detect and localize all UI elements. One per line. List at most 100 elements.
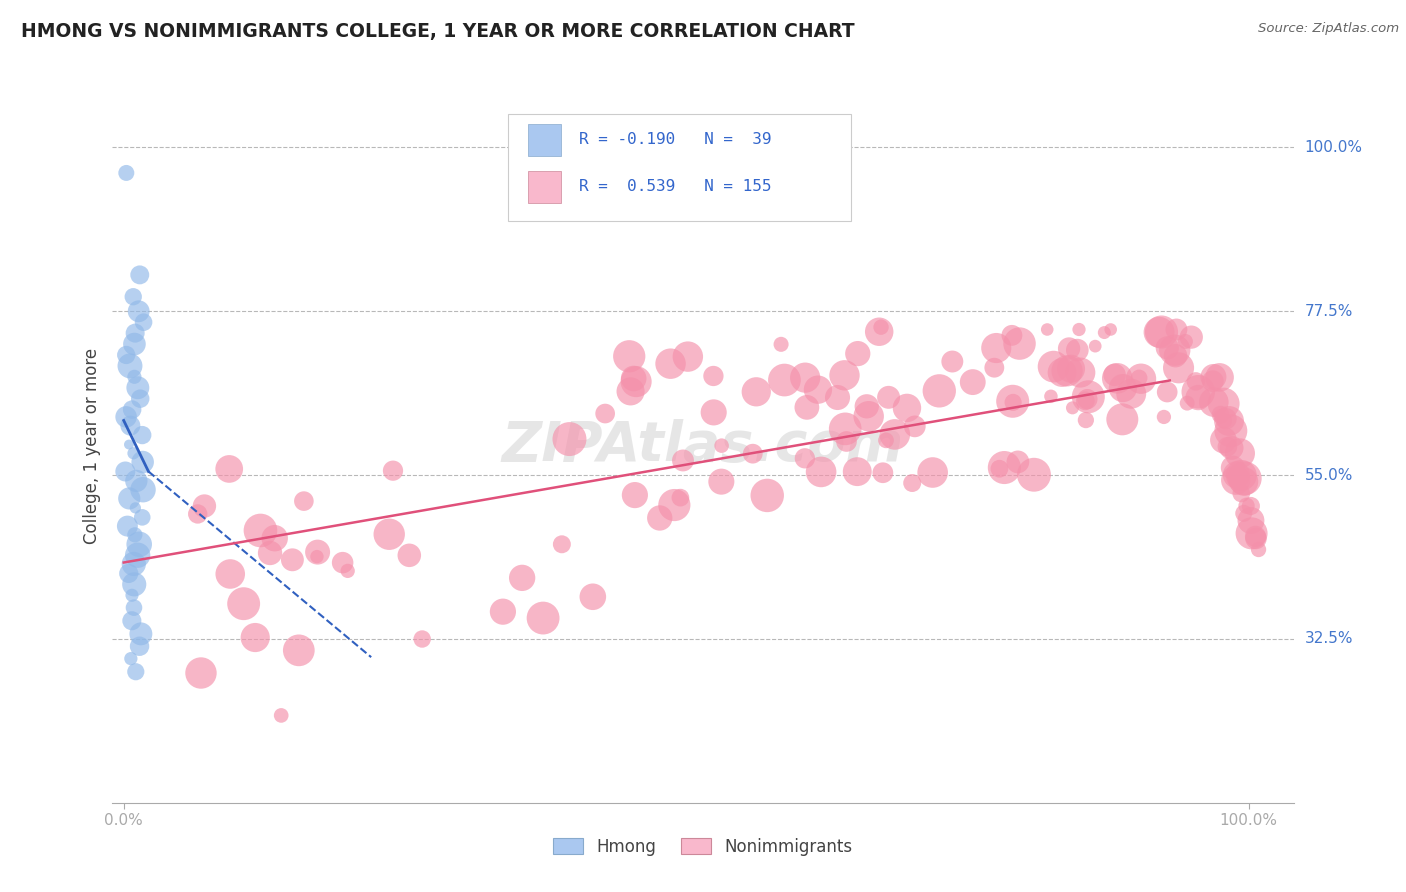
Point [124, 528, 146, 542]
Point [1150, 325, 1173, 339]
Point [124, 326, 146, 340]
Point [794, 370, 817, 384]
Point [834, 368, 856, 383]
Point [307, 545, 329, 559]
Point [676, 350, 699, 364]
Point [1225, 467, 1247, 482]
Point [1180, 330, 1202, 344]
Point [1007, 455, 1029, 469]
Point [305, 549, 328, 564]
Point [281, 553, 304, 567]
Point [120, 418, 142, 433]
Text: 77.5%: 77.5% [1305, 304, 1353, 318]
Point [1208, 409, 1230, 423]
Point [1112, 381, 1135, 395]
Point [1077, 390, 1099, 404]
Point [1212, 433, 1234, 447]
Point [531, 611, 554, 625]
Point [928, 384, 950, 398]
Point [756, 488, 779, 502]
Point [1039, 389, 1062, 403]
Point [193, 499, 215, 513]
Point [669, 491, 692, 505]
Point [187, 507, 209, 521]
Point [710, 439, 733, 453]
Point [745, 384, 768, 399]
Point [124, 369, 146, 384]
Point [131, 455, 153, 469]
Point [121, 588, 143, 602]
Point [870, 320, 893, 334]
Point [249, 524, 271, 538]
Point [551, 537, 574, 551]
Point [492, 605, 515, 619]
Point [624, 488, 647, 502]
Point [710, 475, 733, 489]
Point [1219, 424, 1241, 438]
Point [983, 360, 1005, 375]
Point [1156, 341, 1178, 355]
Point [1067, 322, 1090, 336]
Point [117, 519, 139, 533]
Point [1164, 349, 1187, 363]
Point [1121, 386, 1143, 401]
Point [1167, 360, 1189, 375]
Point [129, 392, 152, 406]
Text: ZIPAtlas.com: ZIPAtlas.com [502, 419, 904, 473]
Point [128, 639, 150, 653]
Point [1187, 384, 1209, 399]
Point [1202, 374, 1225, 388]
Point [1236, 499, 1258, 513]
Point [288, 643, 311, 657]
Text: R = -0.190   N =  39: R = -0.190 N = 39 [579, 132, 772, 147]
Point [619, 349, 641, 363]
Point [619, 384, 641, 399]
Point [128, 537, 150, 551]
Point [131, 428, 153, 442]
Point [114, 465, 136, 479]
Legend: Hmong, Nonimmigrants: Hmong, Nonimmigrants [547, 831, 859, 863]
Point [411, 632, 433, 646]
Point [1111, 412, 1133, 426]
Point [770, 337, 793, 351]
Point [1069, 366, 1091, 380]
Point [190, 665, 212, 680]
Point [827, 391, 849, 405]
Point [1202, 395, 1225, 409]
Point [398, 549, 420, 563]
Point [1240, 499, 1263, 513]
Point [1174, 334, 1197, 349]
Point [245, 631, 267, 645]
Point [118, 491, 141, 506]
Point [1244, 529, 1267, 543]
Point [1187, 391, 1209, 405]
Point [1060, 361, 1083, 376]
Point [1230, 468, 1253, 483]
Point [1022, 467, 1045, 482]
Point [1164, 343, 1187, 358]
Point [921, 466, 943, 480]
Point [1002, 395, 1025, 409]
Point [558, 432, 581, 446]
Point [118, 437, 141, 451]
Point [1130, 372, 1153, 386]
Point [1056, 364, 1078, 378]
Point [1222, 460, 1244, 475]
Point [1156, 385, 1178, 400]
Point [1057, 342, 1080, 356]
Text: R =  0.539   N = 155: R = 0.539 N = 155 [579, 179, 772, 194]
Point [131, 510, 153, 524]
Point [741, 447, 763, 461]
Point [988, 461, 1011, 475]
Point [118, 359, 141, 373]
Point [129, 627, 152, 641]
Point [672, 453, 695, 467]
Point [1166, 322, 1188, 336]
Text: Source: ZipAtlas.com: Source: ZipAtlas.com [1258, 22, 1399, 36]
Point [593, 407, 616, 421]
Point [1229, 446, 1251, 460]
Point [378, 527, 401, 541]
Point [1244, 532, 1267, 546]
Point [796, 401, 818, 415]
Point [332, 556, 354, 570]
